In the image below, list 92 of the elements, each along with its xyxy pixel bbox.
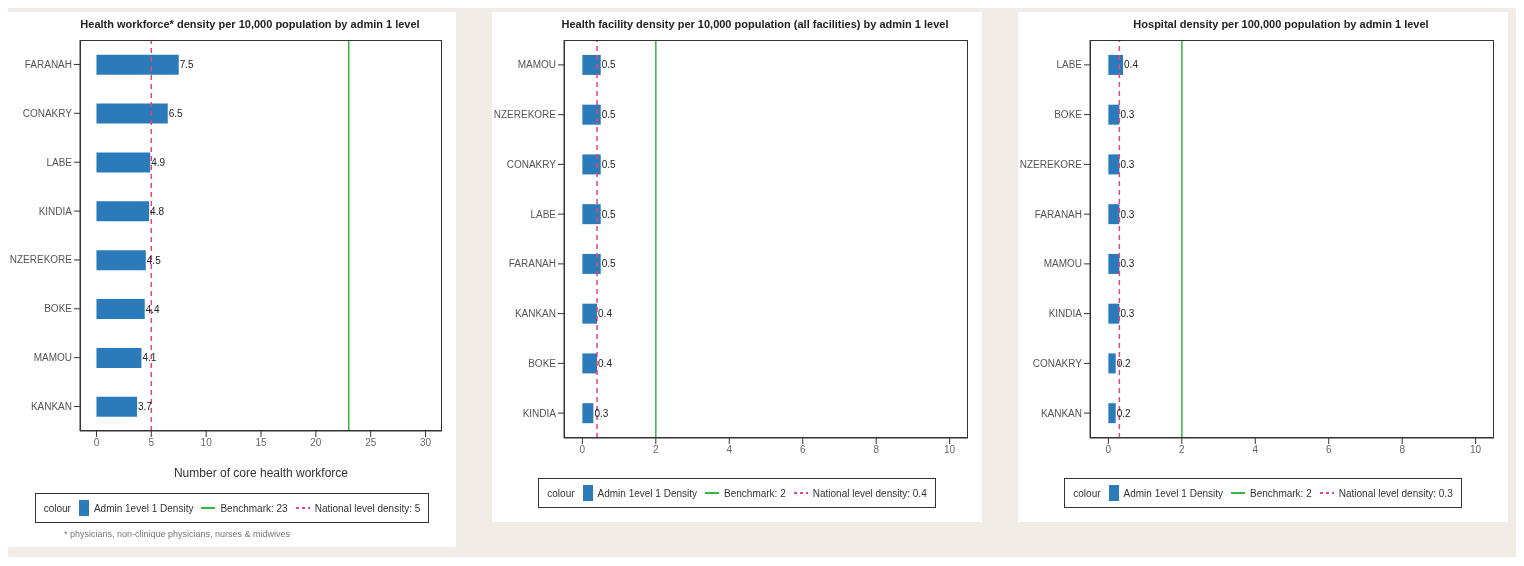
bar [96,347,142,368]
bar [96,201,150,222]
bar [96,250,146,271]
y-tick-label: CONAKRY [1032,357,1083,369]
chart-title: Health facility density per 10,000 population (all facilities) by admin 1 level [560,18,950,30]
data-label: 0.2 [1116,357,1132,369]
y-tick-label: KANKAN [1040,407,1082,419]
x-tick-label: 0 [579,444,586,456]
x-tick-label: 8 [873,444,880,456]
y-tick-label: FARANAH [24,58,72,70]
x-tick-label: 10 [200,437,213,449]
legend-label: Admin 1evel 1 Density [597,487,698,499]
x-tick-label: 2 [1179,444,1186,456]
x-tick-label: 10 [944,444,956,456]
data-label: 6.5 [168,108,184,120]
x-tick-label: 6 [1325,444,1332,456]
data-label: 4.5 [146,254,162,266]
x-tick-label: 2 [653,444,660,456]
data-label: 0.5 [601,158,617,170]
y-tick-label: KINDIA [1048,308,1083,320]
x-tick-label: 5 [148,437,155,449]
legend-title: colour [1073,487,1101,499]
data-label: 4.4 [145,303,161,315]
x-tick-label: 4 [726,444,733,456]
y-tick-label: LABE [46,156,73,168]
legend-label: Benchmark: 2 [724,487,786,499]
x-tick-label: 25 [365,437,377,449]
data-label: 4.1 [142,352,157,364]
y-tick-label: NZEREKORE [493,109,557,121]
data-label: 3.7 [138,401,153,413]
x-tick-label: 0 [93,437,100,449]
legend-title: colour [547,487,575,499]
data-label: 0.3 [1120,208,1135,220]
data-label: 4.8 [150,205,165,217]
data-label: 7.5 [179,59,195,71]
text: * physicians, non-clinique physicians, nurses & midwives [63,529,292,539]
y-tick-label: MAMOU [1043,258,1082,270]
y-tick-label: NZEREKORE [9,254,73,266]
data-label: 0.5 [601,109,617,121]
legend-label: Benchmark: 2 [1250,487,1312,499]
x-axis-title: Number of core health workforce [173,466,349,480]
y-tick-label: CONAKRY [506,158,557,170]
data-label: 0.2 [1116,407,1132,419]
y-tick-label: BOKE [1054,109,1083,121]
bar [96,54,179,75]
legend-label: National level density: 5 [314,502,421,514]
data-label: 0.4 [1124,59,1139,71]
x-tick-label: 6 [799,444,806,456]
x-tick-label: 0 [1105,444,1112,456]
bar [96,103,168,124]
legend-label: Admin 1evel 1 Density [93,502,194,514]
data-label: 0.4 [598,308,613,320]
bar [96,152,151,173]
x-tick-label: 20 [310,437,322,449]
legend-label: National level density: 0.4 [812,487,927,499]
y-tick-label: BOKE [44,303,73,315]
data-label: 0.4 [598,357,613,369]
data-label: 0.3 [1120,308,1135,320]
y-tick-label: FARANAH [1034,208,1082,220]
legend-label: Benchmark: 23 [220,502,288,514]
x-tick-label: 15 [255,437,267,449]
x-tick-label: 10 [1470,444,1482,456]
data-label: 0.3 [1120,258,1135,270]
y-tick-label: KINDIA [38,205,73,217]
y-tick-label: KANKAN [30,401,72,413]
y-tick-label: KINDIA [522,407,557,419]
chart-title: Hospital density per 100,000 population by admin 1 level [1132,18,1430,30]
data-label: 0.3 [594,407,609,419]
data-label: 0.5 [601,258,617,270]
y-tick-label: CONAKRY [22,107,73,119]
x-tick-label: 30 [419,437,432,449]
legend-label: Admin 1evel 1 Density [1123,487,1224,499]
y-tick-label: MAMOU [517,59,556,71]
y-tick-label: FARANAH [508,258,556,270]
legend-label: National level density: 0.3 [1338,487,1453,499]
x-tick-label: 8 [1399,444,1406,456]
y-tick-label: LABE [530,208,557,220]
chart-title: Health workforce* density per 10,000 population by admin 1 level [79,18,421,30]
data-label: 0.5 [601,208,617,220]
y-tick-label: MAMOU [33,352,72,364]
legend-title: colour [43,502,71,514]
x-tick-label: 4 [1252,444,1259,456]
bar [96,299,145,320]
data-label: 0.3 [1120,158,1135,170]
data-label: 0.5 [601,59,617,71]
y-tick-label: NZEREKORE [1019,158,1083,170]
data-label: 0.3 [1120,109,1135,121]
y-tick-label: KANKAN [514,308,556,320]
y-tick-label: BOKE [528,357,557,369]
bar [96,396,138,417]
y-tick-label: LABE [1056,59,1083,71]
data-label: 4.9 [151,156,166,168]
